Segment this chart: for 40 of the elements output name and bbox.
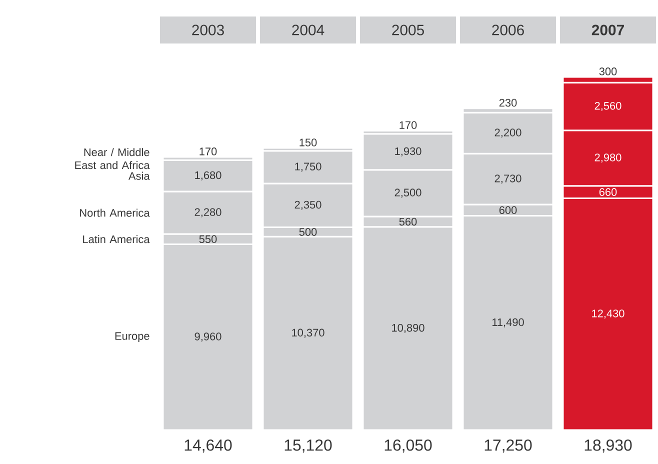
data-label: 10,370 — [292, 328, 324, 338]
x-tick-label: 2005 — [392, 24, 424, 36]
total-label: 16,050 — [384, 440, 432, 453]
data-label: 2,200 — [494, 128, 522, 138]
data-label: 170 — [200, 148, 217, 156]
data-label: 660 — [599, 188, 617, 196]
data-label: 2,350 — [294, 200, 322, 210]
data-label: 600 — [499, 206, 517, 214]
data-label: 550 — [199, 235, 217, 244]
x-tick-label: 2007 — [592, 24, 624, 36]
total-label: 17,250 — [484, 440, 532, 453]
data-label: 2,500 — [394, 188, 422, 198]
data-label: 9,960 — [194, 332, 222, 342]
data-label: 560 — [399, 218, 417, 226]
data-label: 2,730 — [494, 174, 522, 184]
data-label: 12,430 — [592, 310, 624, 319]
data-label: 2,980 — [594, 154, 622, 163]
data-label: 2,560 — [594, 102, 622, 111]
data-label: 300 — [599, 68, 617, 76]
data-label: 1,930 — [395, 147, 422, 156]
series-label: North America — [80, 208, 150, 217]
series-label: Europe — [115, 332, 150, 342]
total-label: 15,120 — [284, 440, 332, 453]
data-label: 1,750 — [295, 162, 322, 172]
x-tick-label: 2006 — [492, 24, 524, 36]
series-label: Asia — [128, 172, 150, 180]
x-tick-label: 2003 — [192, 24, 224, 36]
data-label: 170 — [400, 121, 417, 130]
total-label: 18,930 — [584, 440, 632, 453]
series-label: Near / Middle East and Africa — [75, 148, 150, 170]
total-label: 14,640 — [184, 440, 232, 453]
data-label: 11,490 — [492, 318, 524, 328]
x-tick-label: 2004 — [292, 24, 324, 36]
data-label: 2,280 — [194, 208, 222, 218]
data-label: 230 — [499, 98, 517, 107]
data-label: 150 — [300, 138, 317, 146]
data-label: 10,890 — [392, 324, 424, 333]
data-label: 1,680 — [195, 171, 222, 180]
data-label: 500 — [299, 228, 317, 236]
series-label: Latin America — [83, 235, 150, 244]
